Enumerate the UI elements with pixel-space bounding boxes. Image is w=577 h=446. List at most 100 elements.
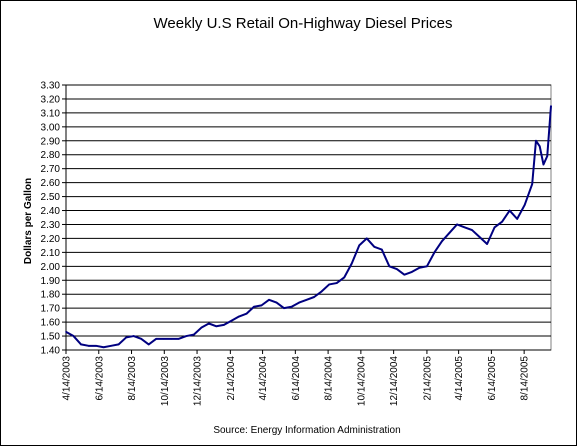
x-tick-labels: 4/14/2003 6/14/2003 8/14/2003 10/14/2003 12/… [62, 350, 531, 406]
data-point [358, 244, 361, 247]
data-point [110, 345, 112, 347]
data-point [426, 265, 428, 268]
y-tick-labels: 1.40 1.50 1.60 1.70 1.80 1.90 2.00 2.10 2.20 2.30… [41, 81, 66, 357]
x-tick-label: 4/14/2004 [258, 356, 269, 401]
y-tick-label: 2.60 [41, 178, 61, 189]
x-tick-label: 2/14/2005 [422, 356, 433, 401]
data-point [418, 266, 421, 269]
data-point [456, 223, 458, 226]
data-point [200, 326, 203, 329]
y-tick-label: 3.30 [41, 81, 61, 92]
data-point [343, 276, 346, 279]
x-tick-label: 10/14/2004 [356, 356, 367, 406]
data-point [441, 240, 443, 243]
data-point [298, 301, 300, 304]
data-point [373, 245, 376, 248]
data-point [177, 338, 180, 340]
data-point [531, 183, 533, 185]
data-point [433, 251, 436, 254]
data-point [268, 298, 270, 301]
y-tick-label: 2.30 [41, 220, 61, 231]
data-point [102, 346, 105, 349]
y-tick-label: 1.80 [41, 290, 61, 301]
data-point [223, 324, 225, 326]
data-point [550, 105, 552, 107]
chart-title: Weekly U.S Retail On-Highway Diesel Pric… [154, 15, 453, 32]
data-point [230, 319, 233, 322]
data-point [275, 301, 278, 304]
y-tick-label: 2.20 [41, 234, 61, 245]
data-point [95, 345, 97, 347]
data-point [501, 220, 503, 223]
data-point [185, 335, 188, 337]
data-point [493, 226, 496, 229]
x-tick-label: 12/14/2004 [389, 356, 400, 406]
data-point [535, 139, 537, 142]
y-tick-label: 3.10 [41, 108, 61, 119]
data-point [328, 283, 330, 286]
x-tick-label: 6/14/2004 [291, 356, 302, 401]
x-tick-label: 6/14/2003 [94, 356, 105, 401]
data-point [208, 322, 210, 325]
x-tick-label: 2/14/2004 [226, 356, 237, 401]
data-point [516, 218, 518, 220]
y-tick-label: 2.80 [41, 150, 61, 161]
data-point [155, 338, 158, 340]
axes [65, 85, 551, 351]
data-point [313, 296, 315, 298]
diesel-price-line [65, 105, 552, 349]
data-point [170, 338, 173, 340]
data-point [546, 155, 549, 157]
data-point [508, 209, 511, 212]
data-point [117, 343, 120, 346]
data-point [478, 236, 481, 238]
data-point [140, 338, 142, 340]
data-point [215, 325, 218, 328]
y-tick-label: 1.60 [41, 318, 61, 329]
y-tick-label: 3.20 [41, 94, 61, 105]
x-tick-label: 4/14/2003 [62, 356, 73, 401]
data-point [542, 163, 545, 166]
data-point [65, 331, 67, 333]
data-point [290, 305, 293, 308]
data-point [305, 298, 308, 301]
data-point [350, 262, 353, 265]
data-point [260, 304, 263, 307]
data-point [523, 204, 526, 206]
y-axis-label: Dollars per Gallon [23, 178, 34, 264]
data-point [283, 307, 285, 309]
data-point [253, 305, 255, 308]
y-tick-label: 1.50 [41, 332, 61, 343]
data-point [538, 145, 541, 148]
data-point [365, 237, 368, 240]
y-tick-label: 2.90 [41, 136, 61, 147]
data-point [471, 229, 473, 231]
data-point [125, 336, 127, 339]
data-point [238, 315, 240, 318]
data-point [448, 232, 451, 234]
data-point [320, 290, 323, 293]
y-tick-label: 2.10 [41, 248, 61, 259]
x-tick-label: 12/14/2003 [193, 356, 204, 406]
series-layer [65, 105, 552, 349]
y-tick-label: 2.40 [41, 206, 61, 217]
data-point [403, 273, 406, 276]
data-point [245, 312, 248, 315]
y-tick-label: 2.50 [41, 192, 61, 203]
x-tick-label: 4/14/2005 [454, 356, 465, 401]
x-tick-label: 8/14/2003 [127, 356, 138, 401]
x-tick-label: 6/14/2005 [487, 356, 498, 401]
x-tick-label: 8/14/2005 [520, 356, 531, 401]
data-point [147, 343, 150, 346]
data-point [335, 282, 338, 284]
y-tick-label: 3.00 [41, 122, 61, 133]
data-point [463, 226, 466, 229]
y-tick-label: 1.90 [41, 276, 61, 287]
y-tick-label: 2.70 [41, 164, 61, 175]
data-point [411, 271, 413, 273]
data-point [87, 345, 90, 347]
x-tick-label: 8/14/2004 [324, 356, 335, 401]
data-point [80, 343, 82, 346]
data-point [486, 243, 488, 245]
